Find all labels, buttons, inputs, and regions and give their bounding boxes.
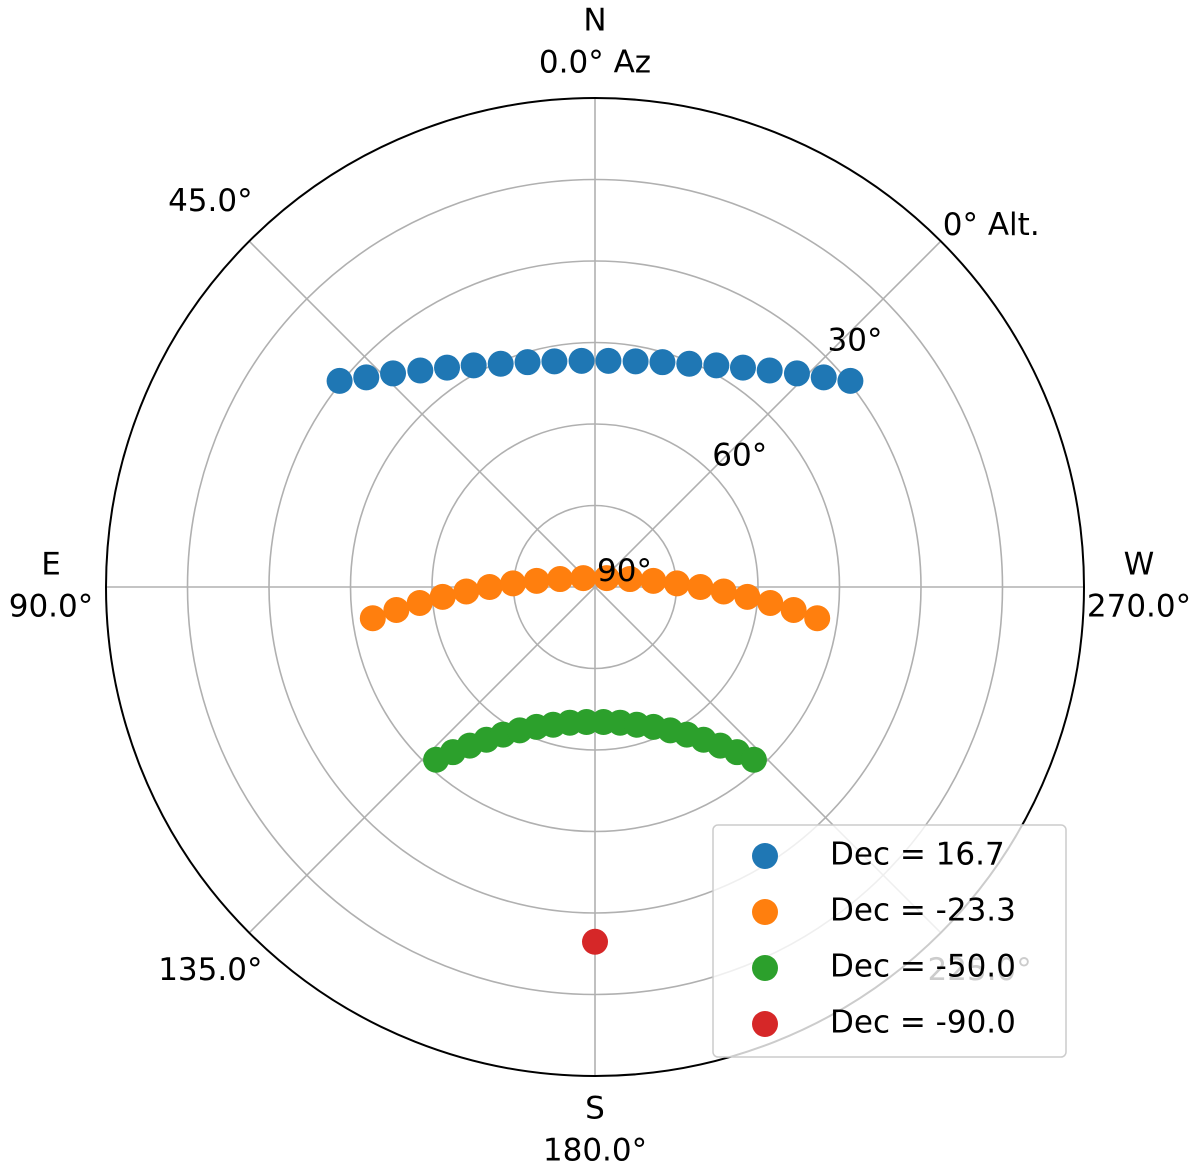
legend-label: Dec = -23.3 [830,893,1016,929]
theta-tick-label: 180.0° [543,1133,647,1169]
r-tick-label: 60° [712,438,767,474]
theta-tick-label: 90.0° [9,589,94,625]
polar-frame [105,97,1085,1077]
legend: Dec = 16.7 Dec = -23.3 Dec = -50.0 Dec = -9… [712,824,1067,1058]
data-point [570,565,597,592]
theta-tick-label: 135.0° [158,952,262,988]
r-tick-label: 0° Alt. [943,207,1040,243]
r-tick-label: 90° [597,553,652,589]
data-point [710,578,737,605]
data-point [687,574,714,600]
grid-spoke [248,586,596,934]
data-point [757,589,784,616]
data-point [500,570,527,597]
data-point [616,566,643,593]
theta-tick-label: 270.0° [1087,589,1191,625]
data-point [476,574,503,600]
data-point [740,746,767,773]
legend-marker [752,843,778,869]
legend-marker [752,955,778,981]
data-point [514,349,541,376]
data-point [622,348,649,375]
data-point [406,589,433,616]
legend-box [712,824,1067,1058]
data-point [487,350,514,377]
legend-marker [752,1011,778,1037]
compass-label: W [1124,547,1155,583]
theta-tick-label: 45.0° [168,183,253,219]
theta-tick-label: 0.0° Az [539,45,651,81]
data-point [593,565,620,592]
data-point [703,352,730,379]
legend-label: Dec = -50.0 [830,949,1016,985]
data-point [734,583,761,610]
data-point [676,350,703,377]
compass-label: S [585,1091,605,1127]
data-point [380,360,407,387]
r-tick-label: 30° [828,322,883,358]
legend-marker [752,899,778,925]
data-point [434,354,461,381]
data-point [837,367,864,394]
data-point [810,364,837,391]
data-point [663,570,690,597]
legend-label: Dec = 16.7 [830,837,1005,873]
data-point [729,354,756,381]
data-point [429,583,456,610]
grid-spoke [248,240,596,588]
data-point [353,364,380,391]
data-point [582,928,608,955]
compass-label: E [41,547,61,583]
data-point [547,566,574,593]
data-point [460,352,487,379]
data-point [541,348,568,375]
data-point [568,347,595,374]
compass-label: N [583,3,606,39]
data-point [780,596,807,623]
data-point [595,347,622,374]
data-point [326,367,353,394]
data-point [523,567,550,594]
data-point [756,357,783,384]
data-point [804,605,831,632]
data-point [649,349,676,376]
data-point [453,578,480,605]
data-point [783,360,810,387]
grid-spoke [594,240,942,588]
data-point [407,357,434,384]
data-point [640,567,667,594]
data-point [383,596,410,623]
legend-label: Dec = -90.0 [830,1005,1016,1041]
data-point [359,605,386,632]
